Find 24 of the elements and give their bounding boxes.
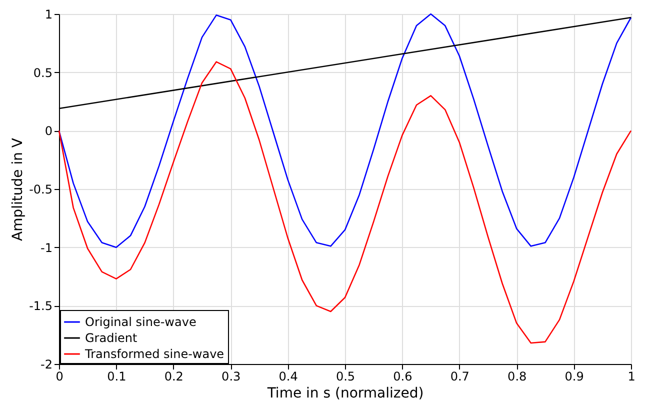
- y-axis-title: Amplitude in V: [10, 138, 26, 241]
- legend-label: Original sine-wave: [85, 315, 196, 329]
- x-tick-label: 0.7: [450, 370, 470, 384]
- legend-label: Gradient: [85, 331, 138, 345]
- y-tick-label: 0: [44, 124, 52, 138]
- line-series: [58, 61, 632, 344]
- y-tick-label: -1: [40, 240, 52, 255]
- x-tick-label: 0.3: [222, 370, 241, 384]
- x-tick-label: 0.8: [508, 370, 527, 384]
- x-tick-label: 1: [628, 370, 636, 384]
- y-tick-label: -2: [40, 358, 52, 372]
- x-tick-label: 0.1: [107, 370, 126, 384]
- x-tick-label: 0.4: [278, 370, 298, 384]
- x-tick-label: 0.5: [336, 370, 356, 384]
- x-axis-title: Time in s (normalized): [266, 386, 424, 402]
- x-tick-label: 0.6: [393, 370, 412, 384]
- y-tick-label: -0.5: [29, 182, 52, 196]
- x-tick-label: 0.2: [164, 370, 184, 384]
- legend-label: Transformed sine-wave: [84, 347, 224, 361]
- y-tick-label: 1: [44, 8, 52, 22]
- x-tick-label: 0.9: [564, 370, 584, 384]
- y-tick-label: 0.5: [33, 66, 52, 80]
- x-tick-label: 0: [56, 370, 64, 384]
- y-tick-label: -1.5: [29, 299, 52, 314]
